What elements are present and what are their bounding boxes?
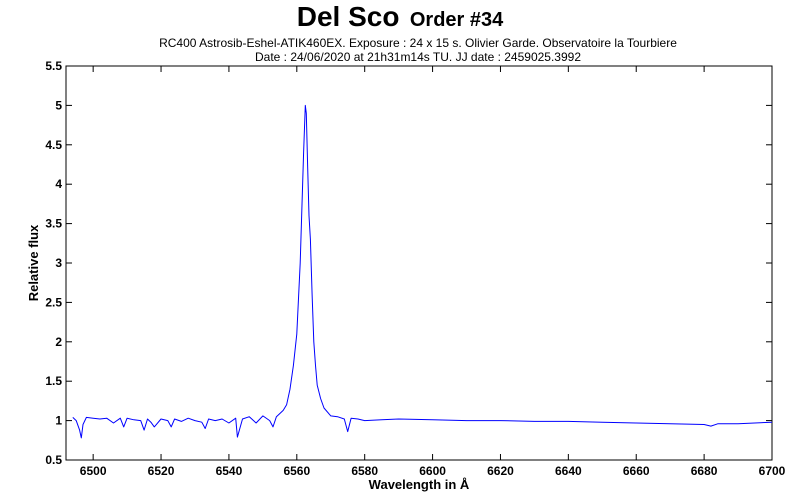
x-tick-label: 6560 xyxy=(283,464,310,478)
y-tick-label: 2.5 xyxy=(45,295,62,309)
x-tick-label: 6520 xyxy=(148,464,175,478)
x-axis-label: Wavelength in Å xyxy=(369,477,470,492)
series-line xyxy=(72,104,773,439)
y-tick-label: 5.5 xyxy=(45,59,62,73)
y-tick-label: 2 xyxy=(55,335,62,349)
y-axis-label: Relative flux xyxy=(26,224,41,301)
chart-title: Del Sco Order #34 xyxy=(297,1,504,32)
x-tick-label: 6660 xyxy=(623,464,650,478)
x-tick-label: 6540 xyxy=(216,464,243,478)
x-tick-label: 6500 xyxy=(80,464,107,478)
x-tick-label: 6600 xyxy=(419,464,446,478)
y-tick-label: 5 xyxy=(55,98,62,112)
y-tick-label: 1.5 xyxy=(45,374,62,388)
x-tick-label: 6620 xyxy=(487,464,514,478)
axis-tick-labels: 6500 6520 6540 6560 6580 6600 6620 6640 6660 6680… xyxy=(45,59,785,478)
x-tick-label: 6680 xyxy=(691,464,718,478)
y-tick-label: 4.5 xyxy=(45,138,62,152)
y-tick-label: 0.5 xyxy=(45,453,62,467)
x-tick-label: 6700 xyxy=(759,464,786,478)
chart-subtitle-line-2: Date : 24/06/2020 at 21h31m14s TU. JJ da… xyxy=(255,50,581,64)
chart-title-suffix: Order #34 xyxy=(410,9,504,31)
y-tick-label: 4 xyxy=(55,177,62,191)
y-tick-label: 1 xyxy=(55,414,62,428)
y-tick-label: 3.5 xyxy=(45,217,62,231)
x-tick-label: 6640 xyxy=(555,464,582,478)
axis-ticks xyxy=(66,65,773,461)
plot-frame xyxy=(65,65,773,461)
x-tick-label: 6580 xyxy=(351,464,378,478)
chart-subtitle-line-1: RC400 Astrosib-Eshel-ATIK460EX. Exposure… xyxy=(159,36,677,50)
y-tick-label: 3 xyxy=(55,256,62,270)
chart-title-main: Del Sco xyxy=(297,1,400,32)
